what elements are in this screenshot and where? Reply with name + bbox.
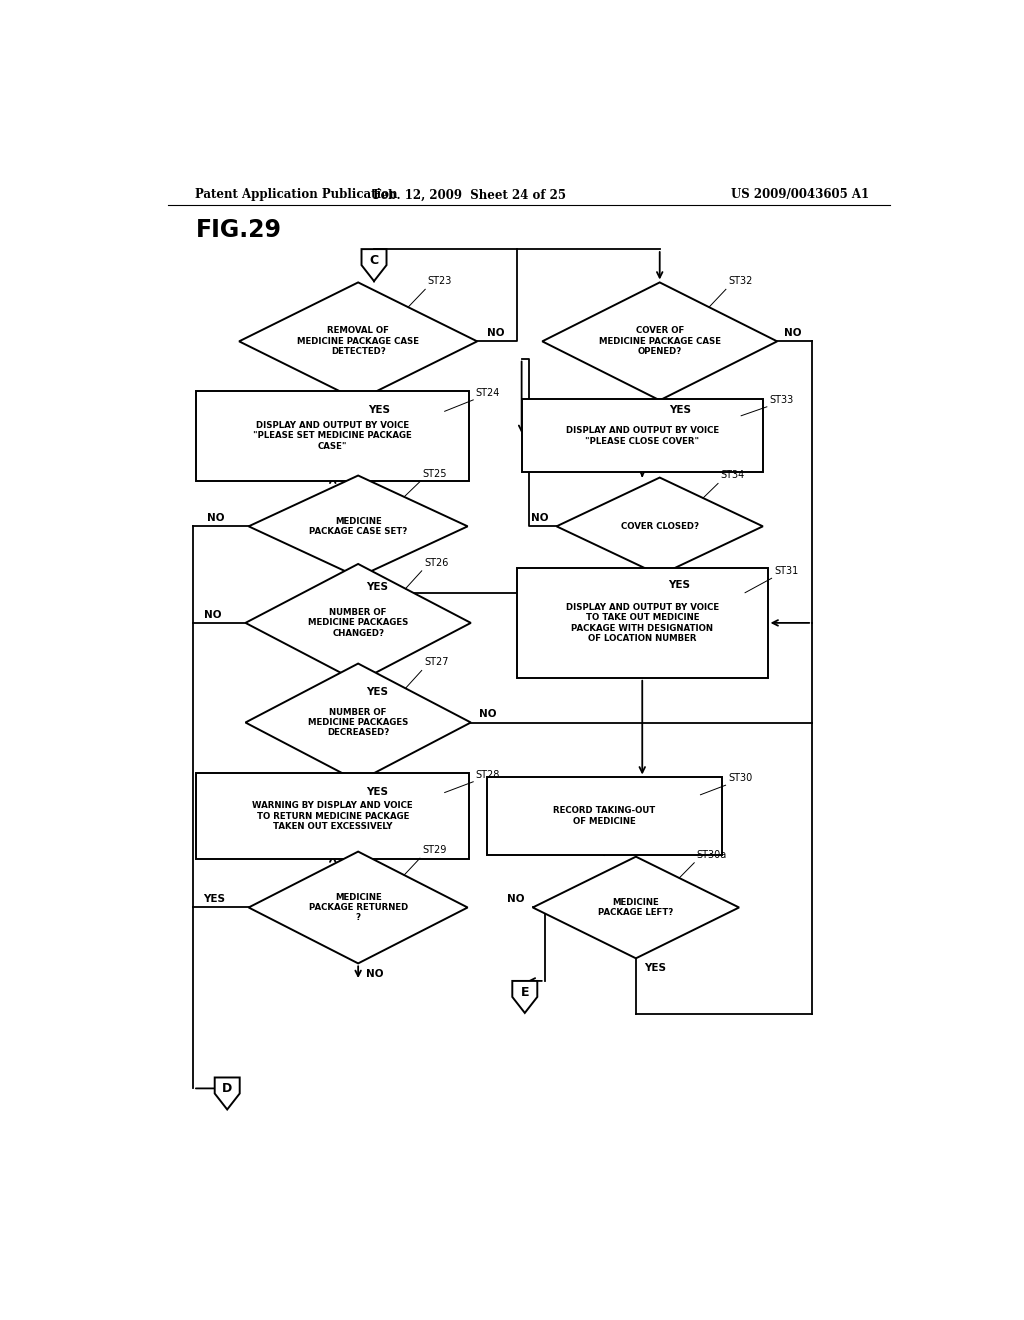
Text: MEDICINE
PACKAGE RETURNED
?: MEDICINE PACKAGE RETURNED ? xyxy=(308,892,408,923)
Text: MEDICINE
PACKAGE CASE SET?: MEDICINE PACKAGE CASE SET? xyxy=(309,516,408,536)
Bar xyxy=(517,568,768,677)
Text: YES: YES xyxy=(367,582,388,593)
Text: NO: NO xyxy=(479,709,497,719)
Text: NO: NO xyxy=(507,895,524,904)
Text: FIG.29: FIG.29 xyxy=(196,218,282,242)
Text: ST27: ST27 xyxy=(424,657,449,668)
Text: NO: NO xyxy=(531,513,549,523)
Text: NO: NO xyxy=(367,969,384,978)
Text: Patent Application Publication: Patent Application Publication xyxy=(196,189,398,202)
Text: YES: YES xyxy=(368,405,390,416)
Text: WARNING BY DISPLAY AND VOICE
TO RETURN MEDICINE PACKAGE
TAKEN OUT EXCESSIVELY: WARNING BY DISPLAY AND VOICE TO RETURN M… xyxy=(253,801,413,830)
Text: YES: YES xyxy=(670,405,691,416)
Polygon shape xyxy=(361,249,386,281)
Text: ST30a: ST30a xyxy=(696,850,727,859)
Bar xyxy=(197,391,469,480)
Text: ST26: ST26 xyxy=(424,558,449,568)
Text: ST24: ST24 xyxy=(475,388,500,397)
Polygon shape xyxy=(215,1077,240,1110)
Polygon shape xyxy=(543,282,777,400)
Text: YES: YES xyxy=(203,895,225,904)
Text: ST23: ST23 xyxy=(428,276,452,286)
Polygon shape xyxy=(532,857,739,958)
Polygon shape xyxy=(512,981,538,1012)
Polygon shape xyxy=(249,475,468,577)
Text: DISPLAY AND OUTPUT BY VOICE
"PLEASE CLOSE COVER": DISPLAY AND OUTPUT BY VOICE "PLEASE CLOS… xyxy=(565,426,719,446)
Text: YES: YES xyxy=(367,686,388,697)
Text: ST25: ST25 xyxy=(422,469,446,479)
Text: ST30: ST30 xyxy=(728,774,753,783)
Text: E: E xyxy=(520,986,529,999)
Text: MEDICINE
PACKAGE LEFT?: MEDICINE PACKAGE LEFT? xyxy=(598,898,674,917)
Bar xyxy=(521,399,763,473)
Polygon shape xyxy=(246,664,471,781)
Text: US 2009/0043605 A1: US 2009/0043605 A1 xyxy=(731,189,869,202)
Text: NO: NO xyxy=(204,610,221,620)
Text: Feb. 12, 2009  Sheet 24 of 25: Feb. 12, 2009 Sheet 24 of 25 xyxy=(373,189,565,202)
Text: NO: NO xyxy=(486,329,504,338)
Text: NUMBER OF
MEDICINE PACKAGES
CHANGED?: NUMBER OF MEDICINE PACKAGES CHANGED? xyxy=(308,609,409,638)
Text: ST33: ST33 xyxy=(769,395,794,405)
Bar xyxy=(486,777,722,854)
Text: COVER OF
MEDICINE PACKAGE CASE
OPENED?: COVER OF MEDICINE PACKAGE CASE OPENED? xyxy=(599,326,721,356)
Text: YES: YES xyxy=(367,787,388,796)
Text: ST31: ST31 xyxy=(774,566,799,577)
Text: REMOVAL OF
MEDICINE PACKAGE CASE
DETECTED?: REMOVAL OF MEDICINE PACKAGE CASE DETECTE… xyxy=(297,326,419,356)
Polygon shape xyxy=(239,282,477,400)
Polygon shape xyxy=(249,851,468,964)
Text: RECORD TAKING-OUT
OF MEDICINE: RECORD TAKING-OUT OF MEDICINE xyxy=(553,807,655,826)
Text: NO: NO xyxy=(783,329,801,338)
Bar xyxy=(197,774,469,859)
Text: ST28: ST28 xyxy=(475,770,500,780)
Polygon shape xyxy=(246,564,471,682)
Polygon shape xyxy=(557,478,763,576)
Text: NO: NO xyxy=(207,513,225,523)
Text: DISPLAY AND OUTPUT BY VOICE
TO TAKE OUT MEDICINE
PACKAGE WITH DESIGNATION
OF LOC: DISPLAY AND OUTPUT BY VOICE TO TAKE OUT … xyxy=(565,603,719,643)
Text: YES: YES xyxy=(668,581,689,590)
Text: ST29: ST29 xyxy=(422,845,446,855)
Text: D: D xyxy=(222,1082,232,1096)
Text: ST32: ST32 xyxy=(728,276,753,286)
Text: DISPLAY AND OUTPUT BY VOICE
"PLEASE SET MEDICINE PACKAGE
CASE": DISPLAY AND OUTPUT BY VOICE "PLEASE SET … xyxy=(253,421,412,450)
Text: NUMBER OF
MEDICINE PACKAGES
DECREASED?: NUMBER OF MEDICINE PACKAGES DECREASED? xyxy=(308,708,409,738)
Text: YES: YES xyxy=(644,964,666,973)
Text: ST34: ST34 xyxy=(721,470,744,480)
Text: C: C xyxy=(370,253,379,267)
Text: COVER CLOSED?: COVER CLOSED? xyxy=(621,521,698,531)
